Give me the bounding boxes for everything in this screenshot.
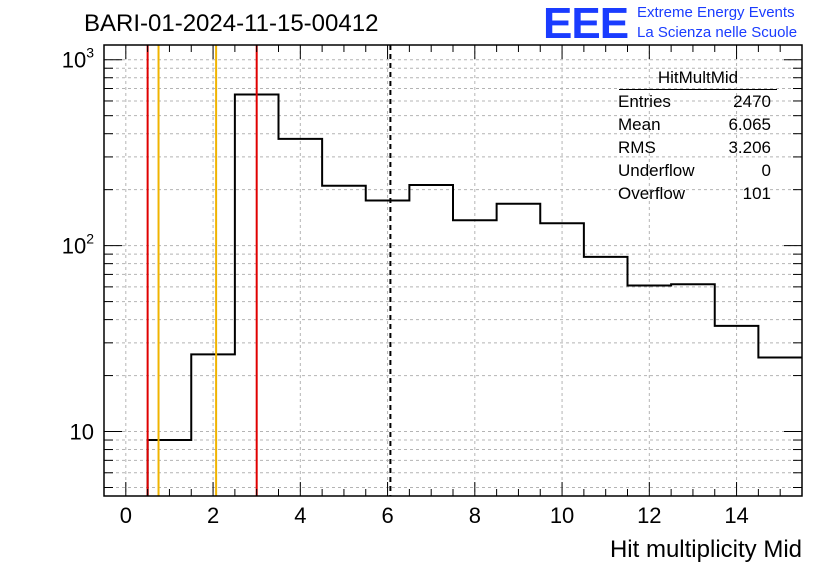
y-tick-label: 10 <box>70 420 94 445</box>
stats-row-underflow: Underflow 0 <box>611 159 777 182</box>
stats-row-rms: RMS 3.206 <box>611 136 777 159</box>
run-title: BARI-01-2024-11-15-00412 <box>84 10 379 37</box>
y-tick-label: 102 <box>62 231 94 259</box>
eee-logo: EEE <box>543 0 629 48</box>
stats-label: Entries <box>618 92 671 111</box>
histogram-outline <box>146 93 802 496</box>
stats-label: Mean <box>618 115 661 134</box>
x-tick-label: 14 <box>724 503 748 528</box>
stats-value: 3.206 <box>728 138 771 157</box>
y-tick-label: 103 <box>62 45 94 73</box>
stats-label: Overflow <box>618 184 686 203</box>
stats-value: 0 <box>761 161 771 180</box>
stats-value: 2470 <box>733 92 771 111</box>
x-tick-label: 0 <box>120 503 132 528</box>
x-tick-label: 12 <box>637 503 661 528</box>
x-tick-label: 4 <box>294 503 306 528</box>
x-axis-label: Hit multiplicity Mid <box>609 536 802 563</box>
stats-value: 101 <box>742 184 771 203</box>
stats-label: Underflow <box>618 161 695 180</box>
stats-label: RMS <box>618 138 656 157</box>
stats-row-entries: Entries 2470 <box>611 90 777 113</box>
stats-value: 6.065 <box>728 115 771 134</box>
x-tick-label: 2 <box>207 503 219 528</box>
x-tick-label: 10 <box>550 503 574 528</box>
stats-title: HitMultMid <box>619 68 777 90</box>
stats-row-overflow: Overflow 101 <box>611 182 777 205</box>
x-tick-label: 8 <box>469 503 481 528</box>
logo-line-1: Extreme Energy Events <box>637 4 795 21</box>
stats-box: HitMultMid Entries 2470 Mean 6.065 RMS 3… <box>611 68 777 205</box>
x-tick-label: 6 <box>381 503 393 528</box>
logo-line-2: La Scienza nelle Scuole <box>637 24 798 41</box>
stats-row-mean: Mean 6.065 <box>611 113 777 136</box>
